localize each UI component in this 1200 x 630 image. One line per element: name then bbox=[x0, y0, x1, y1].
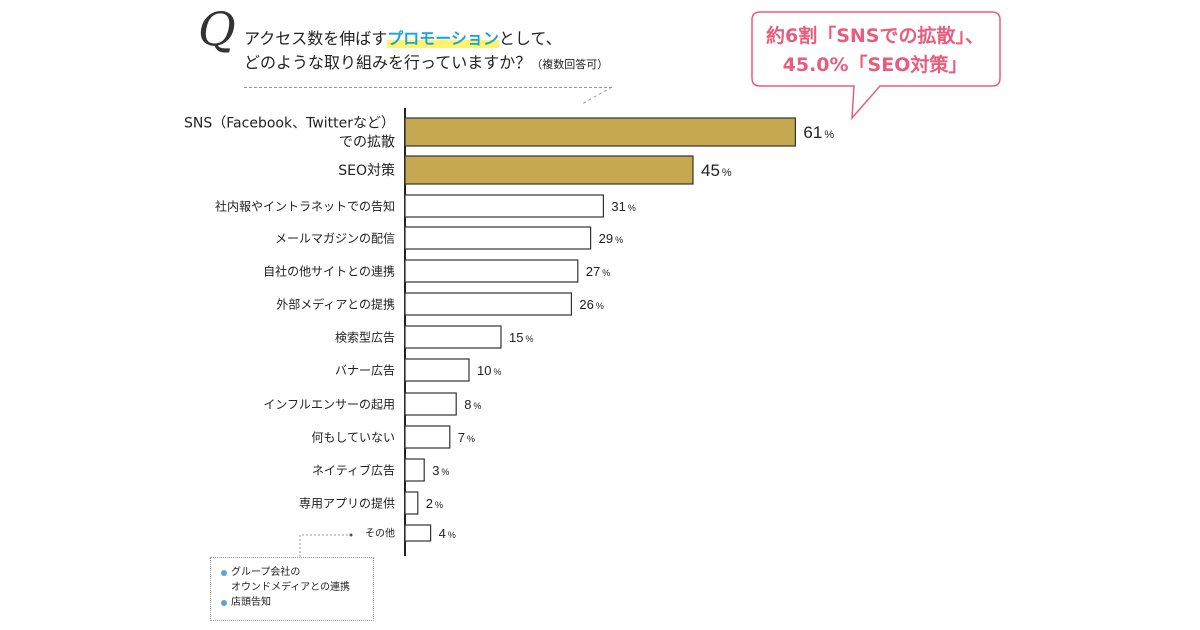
question-note: （複数回答可） bbox=[531, 58, 609, 71]
value-label-10: 7% bbox=[458, 430, 475, 445]
callout-text: 約6割「SNSでの拡散」、 45.0%「SEO対策」 bbox=[752, 22, 998, 80]
value-label-12: 2% bbox=[426, 496, 443, 511]
bar-3 bbox=[404, 194, 604, 218]
other-note-item-1: グループ会社の オウンドメディアとの連携 bbox=[221, 565, 373, 595]
category-label-13: その他 bbox=[365, 527, 395, 540]
value-label-13: 4% bbox=[439, 526, 456, 541]
other-note-item-2: 店頭告知 bbox=[221, 595, 373, 610]
bullet-icon bbox=[221, 570, 227, 576]
bar-8 bbox=[404, 358, 470, 382]
value-label-2: 45% bbox=[701, 161, 732, 180]
other-note-box: グループ会社の オウンドメディアとの連携 店頭告知 bbox=[210, 557, 374, 621]
bar-9 bbox=[404, 392, 457, 416]
question-line-2-text: どのような取り組みを行っていますか？ bbox=[244, 53, 532, 72]
value-label-4: 29% bbox=[599, 231, 623, 246]
other-note-leader bbox=[299, 534, 348, 557]
category-label-7: 検索型広告 bbox=[335, 330, 395, 344]
bullet-icon bbox=[221, 600, 227, 606]
category-label-6: 外部メディアとの提携 bbox=[276, 296, 395, 311]
value-label-3: 31% bbox=[611, 199, 635, 214]
bar-10 bbox=[404, 425, 451, 449]
question-highlight: プロモーション bbox=[387, 29, 499, 48]
value-label-5: 27% bbox=[586, 264, 610, 279]
category-label-1: SNS（Facebook、Twitterなど） bbox=[184, 116, 395, 132]
question-line-1-before: アクセス数を伸ばす bbox=[244, 29, 388, 48]
category-label-1: での拡散 bbox=[339, 135, 395, 151]
other-note-leader-dot bbox=[349, 533, 353, 537]
callout-line-1: 約6割「SNSでの拡散」、 bbox=[766, 25, 984, 47]
bar-5 bbox=[404, 259, 579, 283]
question-divider bbox=[244, 87, 612, 88]
bar-11 bbox=[404, 458, 425, 482]
other-note-item-1-line-2: オウンドメディアとの連携 bbox=[231, 582, 350, 593]
value-label-11: 3% bbox=[432, 463, 449, 478]
question-text: アクセス数を伸ばすプロモーションとして、 どのような取り組みを行っていますか？（… bbox=[244, 27, 608, 77]
bar-1 bbox=[404, 117, 796, 147]
bar-13 bbox=[404, 524, 432, 542]
bar-4 bbox=[404, 226, 592, 250]
category-label-5: 自社の他サイトとの連携 bbox=[263, 263, 395, 278]
value-label-7: 15% bbox=[509, 330, 533, 345]
category-label-11: ネイティブ広告 bbox=[312, 462, 395, 477]
other-note-item-1-line-1: グループ会社の bbox=[231, 567, 301, 578]
callout-line-2: 45.0%「SEO対策」 bbox=[782, 54, 968, 76]
value-label-1: 61% bbox=[803, 123, 834, 142]
bar-2 bbox=[404, 155, 694, 185]
other-note-item-2-line-1: 店頭告知 bbox=[231, 597, 271, 608]
question-line-1-after: として、 bbox=[498, 29, 562, 48]
question-mark-q: Q bbox=[198, 2, 236, 56]
value-label-9: 8% bbox=[464, 397, 481, 412]
category-label-3: 社内報やイントラネットでの告知 bbox=[215, 198, 395, 213]
category-label-2: SEO対策 bbox=[338, 162, 395, 179]
category-label-12: 専用アプリの提供 bbox=[299, 495, 395, 510]
question-line-2: どのような取り組みを行っていますか？（複数回答可） bbox=[244, 51, 608, 77]
category-label-9: インフルエンサーの起用 bbox=[263, 397, 395, 411]
category-label-10: 何もしていない bbox=[311, 430, 395, 444]
bar-12 bbox=[404, 491, 419, 515]
category-label-8: バナー広告 bbox=[335, 363, 395, 377]
bar-7 bbox=[404, 325, 502, 349]
category-label-4: メールマガジンの配信 bbox=[275, 231, 395, 245]
value-label-6: 26% bbox=[579, 297, 603, 312]
bar-6 bbox=[404, 292, 572, 316]
value-label-8: 10% bbox=[477, 363, 501, 378]
question-line-1: アクセス数を伸ばすプロモーションとして、 bbox=[244, 27, 608, 51]
